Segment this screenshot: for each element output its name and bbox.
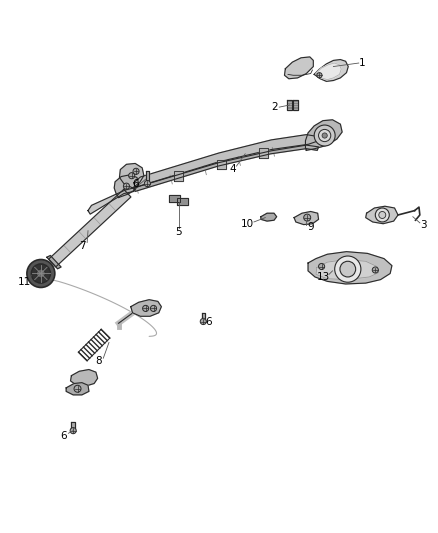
Polygon shape: [169, 195, 180, 203]
Polygon shape: [287, 100, 292, 110]
Text: 10: 10: [241, 219, 254, 229]
Polygon shape: [316, 63, 341, 79]
Circle shape: [27, 260, 55, 287]
Circle shape: [129, 173, 135, 179]
Polygon shape: [217, 159, 226, 169]
Circle shape: [317, 72, 322, 78]
Polygon shape: [66, 383, 89, 395]
Polygon shape: [177, 198, 187, 205]
Text: 5: 5: [176, 227, 182, 237]
Circle shape: [74, 385, 81, 392]
Circle shape: [133, 168, 139, 174]
Polygon shape: [71, 369, 98, 386]
Polygon shape: [174, 171, 183, 181]
Circle shape: [375, 208, 389, 222]
Polygon shape: [120, 164, 144, 188]
Text: 8: 8: [95, 356, 102, 366]
Polygon shape: [261, 213, 277, 221]
Polygon shape: [316, 260, 379, 280]
Text: 6: 6: [205, 317, 212, 327]
Text: 3: 3: [420, 220, 427, 230]
Circle shape: [143, 305, 149, 311]
Text: 6: 6: [132, 180, 138, 189]
Circle shape: [314, 125, 335, 146]
Text: 9: 9: [307, 222, 314, 232]
Circle shape: [200, 318, 206, 325]
Text: 11: 11: [18, 277, 32, 287]
Circle shape: [322, 133, 327, 138]
Text: 7: 7: [79, 240, 86, 251]
Polygon shape: [114, 175, 139, 198]
Circle shape: [335, 256, 361, 282]
Circle shape: [36, 269, 45, 278]
Circle shape: [124, 183, 130, 189]
Polygon shape: [146, 171, 149, 181]
Polygon shape: [285, 57, 313, 79]
Polygon shape: [201, 313, 205, 321]
Polygon shape: [134, 135, 318, 188]
Circle shape: [70, 427, 76, 434]
Text: 6: 6: [60, 431, 67, 441]
Polygon shape: [47, 255, 61, 269]
Polygon shape: [314, 60, 348, 82]
Circle shape: [318, 130, 331, 142]
Polygon shape: [259, 148, 268, 158]
Polygon shape: [293, 100, 298, 110]
Polygon shape: [71, 422, 75, 430]
Circle shape: [340, 261, 356, 277]
Polygon shape: [134, 145, 318, 191]
Polygon shape: [49, 189, 131, 267]
Text: 4: 4: [230, 164, 236, 174]
Polygon shape: [308, 252, 392, 284]
Circle shape: [150, 305, 156, 311]
Text: 13: 13: [317, 272, 330, 282]
Circle shape: [318, 263, 325, 270]
Circle shape: [31, 264, 50, 283]
Text: 1: 1: [359, 58, 366, 68]
Circle shape: [145, 181, 150, 187]
Circle shape: [379, 212, 386, 219]
Polygon shape: [88, 188, 134, 214]
Polygon shape: [131, 300, 161, 316]
Text: 2: 2: [272, 102, 278, 112]
Circle shape: [372, 267, 378, 273]
Polygon shape: [366, 206, 398, 224]
Polygon shape: [294, 212, 318, 224]
Circle shape: [304, 214, 311, 221]
Polygon shape: [305, 120, 342, 150]
